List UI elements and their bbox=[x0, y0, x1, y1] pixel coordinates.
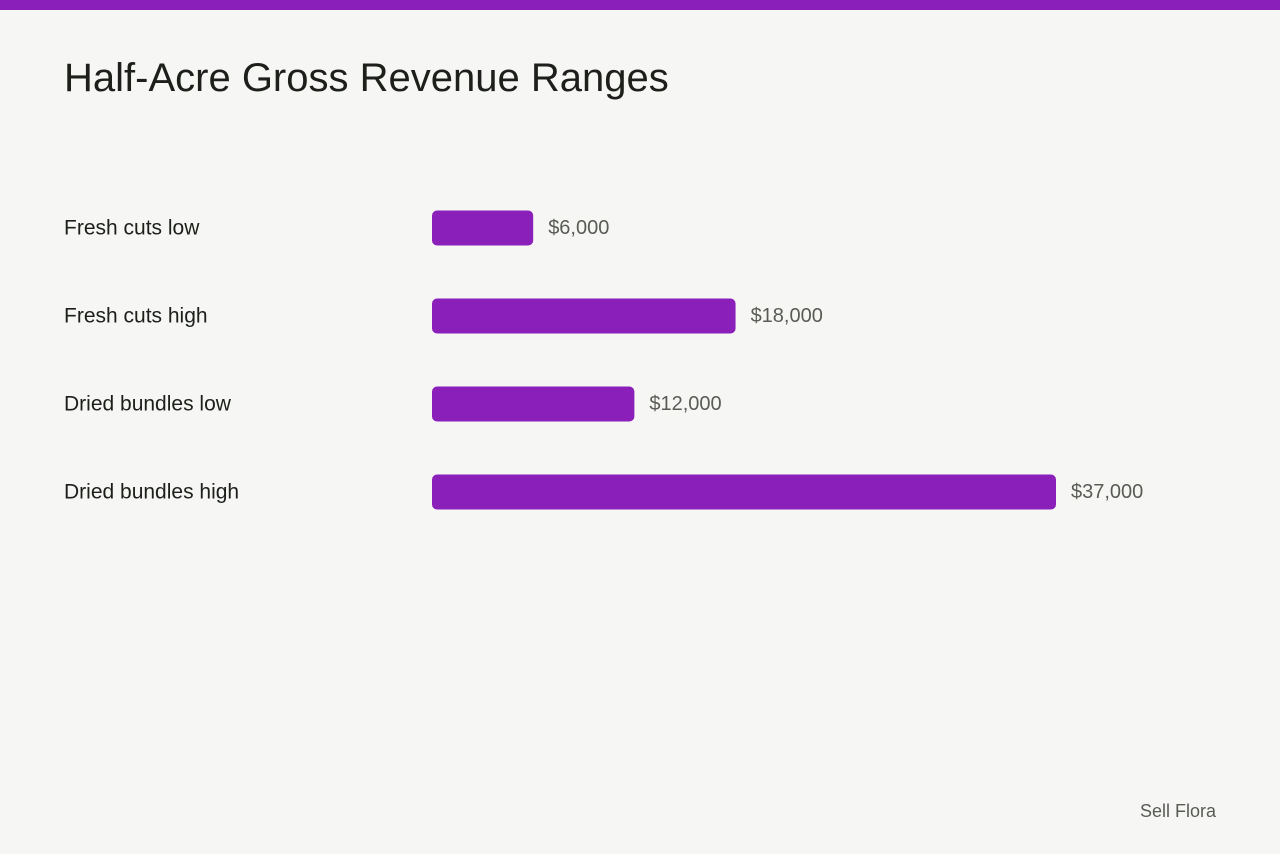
category-label: Fresh cuts low bbox=[64, 217, 200, 240]
category-label: Dried bundles high bbox=[64, 481, 239, 504]
value-label: $37,000 bbox=[1071, 481, 1143, 503]
value-label: $6,000 bbox=[548, 217, 609, 239]
brand-label: Sell Flora bbox=[1139, 801, 1216, 821]
chart-title: Half-Acre Gross Revenue Ranges bbox=[64, 56, 669, 100]
top-accent-bar bbox=[0, 0, 1280, 10]
value-label: $18,000 bbox=[751, 305, 823, 327]
category-label: Fresh cuts high bbox=[64, 305, 208, 328]
bar bbox=[432, 386, 635, 422]
value-label: $12,000 bbox=[649, 393, 721, 415]
bar bbox=[432, 298, 736, 334]
bar bbox=[432, 210, 534, 246]
bar bbox=[432, 474, 1056, 510]
category-label: Dried bundles low bbox=[64, 393, 232, 416]
